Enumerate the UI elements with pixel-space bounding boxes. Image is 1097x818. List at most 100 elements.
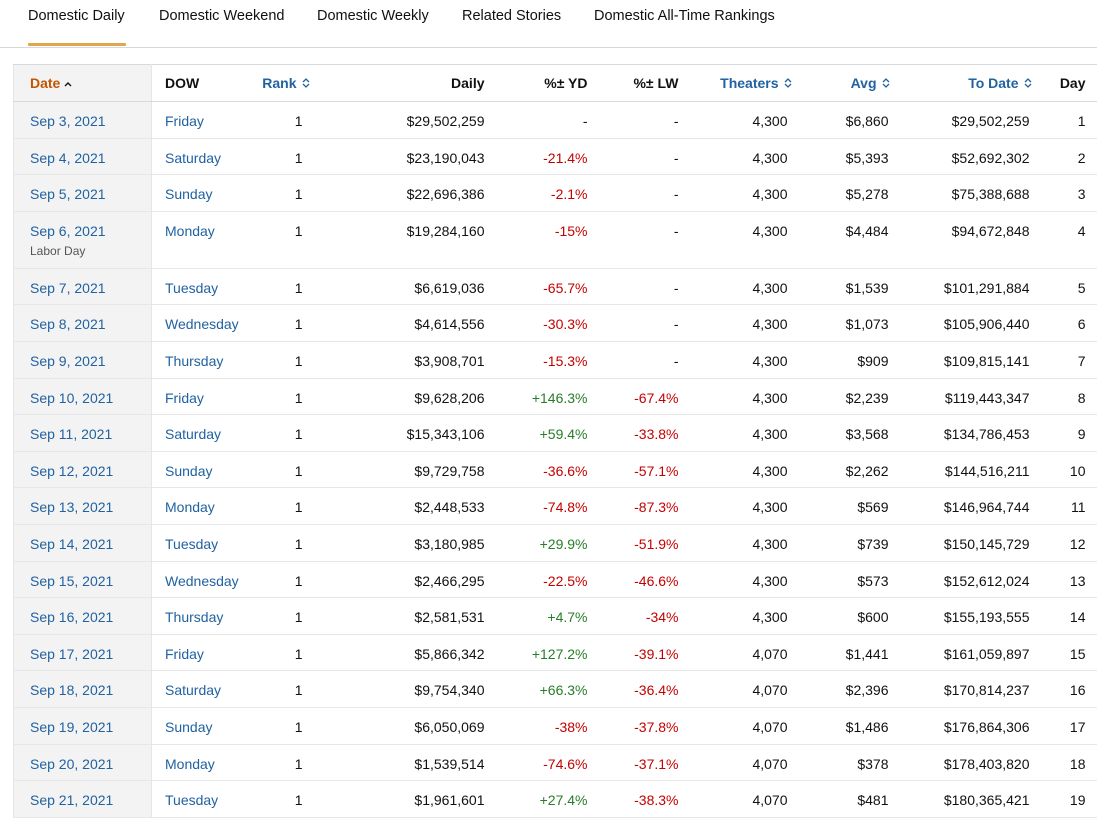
tab-domestic-weekly[interactable]: Domestic Weekly bbox=[317, 8, 429, 24]
date-link[interactable]: Sep 8, 2021 bbox=[30, 316, 106, 332]
cell-avg: $3,568 bbox=[800, 415, 890, 452]
header-avg[interactable]: Avg bbox=[800, 65, 890, 102]
cell-yd: -38% bbox=[490, 707, 596, 744]
date-link[interactable]: Sep 16, 2021 bbox=[30, 609, 113, 625]
cell-day: 2 bbox=[1033, 138, 1097, 175]
cell-date: Sep 11, 2021 bbox=[14, 415, 152, 452]
cell-dow[interactable]: Tuesday bbox=[152, 268, 250, 305]
tab-domestic-daily[interactable]: Domestic Daily bbox=[28, 8, 125, 24]
cell-dow[interactable]: Friday bbox=[152, 634, 250, 671]
cell-lw: - bbox=[596, 102, 688, 139]
header-date[interactable]: Date bbox=[14, 65, 152, 102]
cell-dow[interactable]: Wednesday bbox=[152, 305, 250, 342]
cell-avg: $600 bbox=[800, 598, 890, 635]
cell-daily: $1,539,514 bbox=[352, 744, 490, 781]
header-daily: Daily bbox=[352, 65, 490, 102]
date-link[interactable]: Sep 9, 2021 bbox=[30, 353, 106, 369]
header-theaters-label: Theaters bbox=[720, 75, 778, 91]
cell-day: 19 bbox=[1033, 781, 1097, 818]
cell-dow[interactable]: Saturday bbox=[152, 671, 250, 708]
date-link[interactable]: Sep 3, 2021 bbox=[30, 113, 106, 129]
cell-yd: +59.4% bbox=[490, 415, 596, 452]
cell-dow[interactable]: Monday bbox=[152, 744, 250, 781]
cell-date: Sep 14, 2021 bbox=[14, 524, 152, 561]
cell-dow[interactable]: Tuesday bbox=[152, 781, 250, 818]
date-link[interactable]: Sep 20, 2021 bbox=[30, 756, 113, 772]
date-link[interactable]: Sep 18, 2021 bbox=[30, 682, 113, 698]
cell-theaters: 4,300 bbox=[688, 305, 800, 342]
cell-dow[interactable]: Sunday bbox=[152, 707, 250, 744]
cell-yd: +127.2% bbox=[490, 634, 596, 671]
cell-dow[interactable]: Thursday bbox=[152, 341, 250, 378]
cell-avg: $2,396 bbox=[800, 671, 890, 708]
cell-dow[interactable]: Tuesday bbox=[152, 524, 250, 561]
header-to-date-label: To Date bbox=[968, 75, 1018, 91]
date-link[interactable]: Sep 10, 2021 bbox=[30, 390, 113, 406]
cell-day: 11 bbox=[1033, 488, 1097, 525]
cell-dow[interactable]: Saturday bbox=[152, 138, 250, 175]
cell-daily: $22,696,386 bbox=[352, 175, 490, 212]
tab-domestic-weekend[interactable]: Domestic Weekend bbox=[159, 8, 284, 24]
cell-lw: - bbox=[596, 138, 688, 175]
date-link[interactable]: Sep 5, 2021 bbox=[30, 186, 106, 202]
cell-daily: $3,180,985 bbox=[352, 524, 490, 561]
header-rank[interactable]: Rank bbox=[250, 65, 352, 102]
header-day: Day bbox=[1033, 65, 1097, 102]
cell-day: 13 bbox=[1033, 561, 1097, 598]
cell-rank: 1 bbox=[250, 707, 352, 744]
cell-yd: +66.3% bbox=[490, 671, 596, 708]
cell-dow[interactable]: Sunday bbox=[152, 175, 250, 212]
cell-date: Sep 9, 2021 bbox=[14, 341, 152, 378]
cell-daily: $23,190,043 bbox=[352, 138, 490, 175]
cell-lw: - bbox=[596, 175, 688, 212]
cell-theaters: 4,300 bbox=[688, 524, 800, 561]
date-link[interactable]: Sep 12, 2021 bbox=[30, 463, 113, 479]
cell-dow[interactable]: Friday bbox=[152, 102, 250, 139]
cell-date: Sep 13, 2021 bbox=[14, 488, 152, 525]
cell-avg: $5,278 bbox=[800, 175, 890, 212]
date-link[interactable]: Sep 19, 2021 bbox=[30, 719, 113, 735]
cell-day: 17 bbox=[1033, 707, 1097, 744]
tab-domestic-all-time-rankings[interactable]: Domestic All-Time Rankings bbox=[594, 8, 775, 24]
header-rank-label: Rank bbox=[262, 75, 296, 91]
header-to-date[interactable]: To Date bbox=[890, 65, 1033, 102]
cell-rank: 1 bbox=[250, 561, 352, 598]
cell-date: Sep 15, 2021 bbox=[14, 561, 152, 598]
cell-theaters: 4,300 bbox=[688, 268, 800, 305]
cell-dow[interactable]: Monday bbox=[152, 488, 250, 525]
date-link[interactable]: Sep 6, 2021 bbox=[30, 223, 106, 239]
cell-dow[interactable]: Thursday bbox=[152, 598, 250, 635]
date-link[interactable]: Sep 21, 2021 bbox=[30, 792, 113, 808]
cell-rank: 1 bbox=[250, 488, 352, 525]
date-link[interactable]: Sep 4, 2021 bbox=[30, 150, 106, 166]
cell-daily: $15,343,106 bbox=[352, 415, 490, 452]
header-theaters[interactable]: Theaters bbox=[688, 65, 800, 102]
date-link[interactable]: Sep 11, 2021 bbox=[30, 426, 112, 442]
cell-dow[interactable]: Sunday bbox=[152, 451, 250, 488]
cell-dow[interactable]: Wednesday bbox=[152, 561, 250, 598]
cell-theaters: 4,300 bbox=[688, 598, 800, 635]
cell-to-date: $52,692,302 bbox=[890, 138, 1033, 175]
tab-related-stories[interactable]: Related Stories bbox=[462, 8, 561, 24]
date-link[interactable]: Sep 13, 2021 bbox=[30, 499, 113, 515]
cell-theaters: 4,300 bbox=[688, 451, 800, 488]
cell-date: Sep 8, 2021 bbox=[14, 305, 152, 342]
date-link[interactable]: Sep 7, 2021 bbox=[30, 280, 106, 296]
cell-dow[interactable]: Friday bbox=[152, 378, 250, 415]
date-link[interactable]: Sep 15, 2021 bbox=[30, 573, 113, 589]
date-link[interactable]: Sep 14, 2021 bbox=[30, 536, 113, 552]
cell-avg: $1,539 bbox=[800, 268, 890, 305]
cell-dow[interactable]: Monday bbox=[152, 211, 250, 268]
date-link[interactable]: Sep 17, 2021 bbox=[30, 646, 113, 662]
cell-avg: $4,484 bbox=[800, 211, 890, 268]
cell-to-date: $109,815,141 bbox=[890, 341, 1033, 378]
cell-date: Sep 7, 2021 bbox=[14, 268, 152, 305]
cell-dow[interactable]: Saturday bbox=[152, 415, 250, 452]
cell-theaters: 4,070 bbox=[688, 707, 800, 744]
